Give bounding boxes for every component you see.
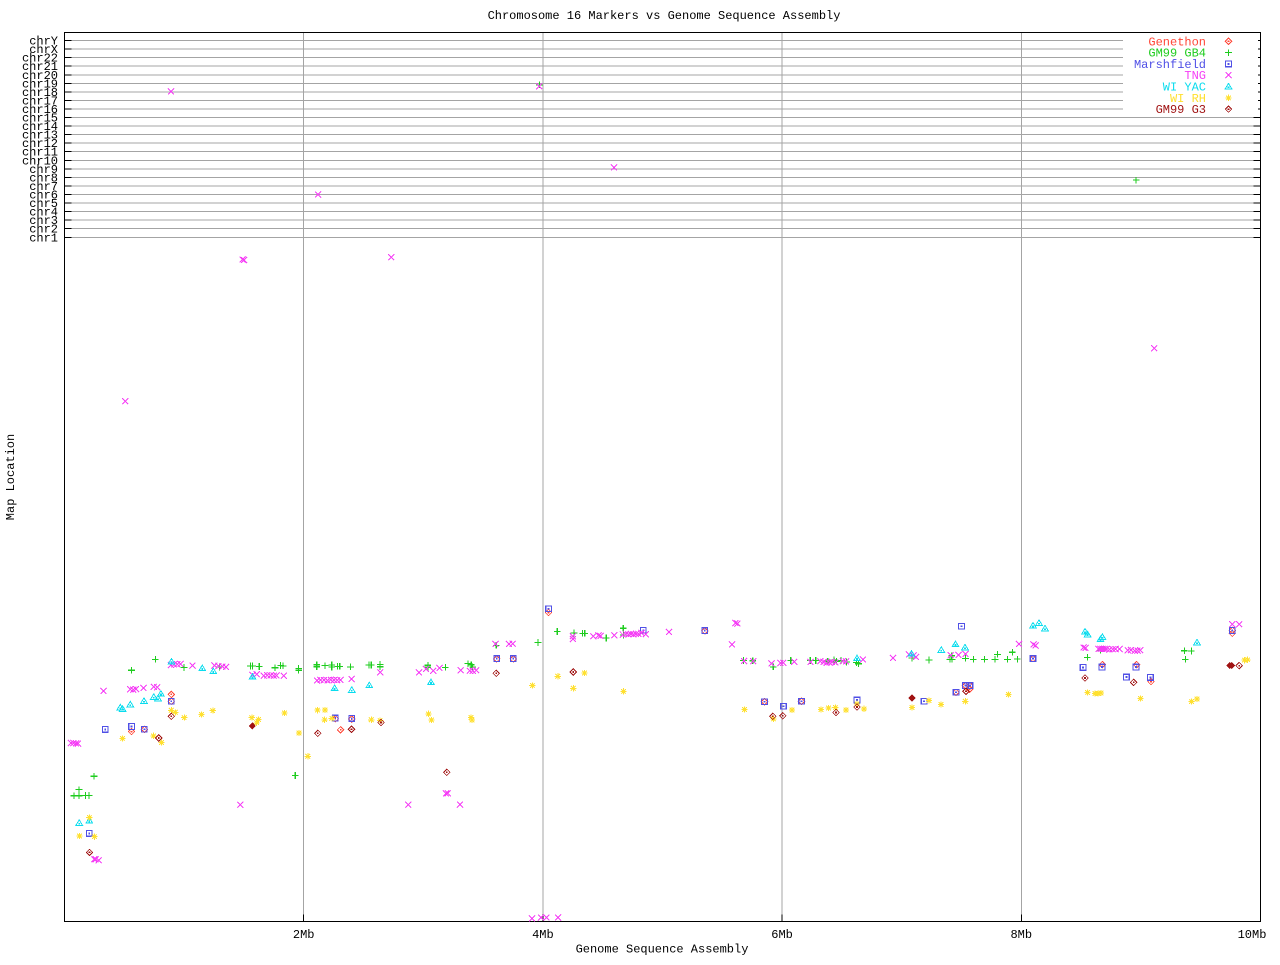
svg-text:chr2: chr2 <box>29 223 58 237</box>
svg-text:Marshfield: Marshfield <box>1134 58 1206 72</box>
svg-text:chr16: chr16 <box>22 103 58 117</box>
svg-text:chrX: chrX <box>29 43 58 57</box>
svg-text:chr7: chr7 <box>29 180 58 194</box>
svg-text:chr22: chr22 <box>22 52 58 66</box>
svg-text:chr17: chr17 <box>22 94 58 108</box>
svg-text:6Mb: 6Mb <box>771 928 793 942</box>
svg-text:chr15: chr15 <box>22 112 58 126</box>
svg-text:chr13: chr13 <box>22 129 58 143</box>
svg-text:chr4: chr4 <box>29 206 58 220</box>
svg-text:Chromosome 16 Markers vs Genom: Chromosome 16 Markers vs Genome Sequence… <box>488 9 841 23</box>
svg-text:4Mb: 4Mb <box>532 928 554 942</box>
svg-text:chr12: chr12 <box>22 137 58 151</box>
svg-text:chrY: chrY <box>29 35 58 49</box>
svg-text:2Mb: 2Mb <box>293 928 315 942</box>
svg-text:TNG: TNG <box>1184 69 1206 83</box>
svg-text:chr6: chr6 <box>29 189 58 203</box>
svg-text:chr10: chr10 <box>22 154 58 168</box>
svg-text:chr1: chr1 <box>29 231 58 245</box>
svg-text:8Mb: 8Mb <box>1010 928 1032 942</box>
svg-text:chr21: chr21 <box>22 60 58 74</box>
svg-text:10Mb: 10Mb <box>1238 928 1267 942</box>
svg-text:GM99 GB4: GM99 GB4 <box>1148 47 1206 61</box>
svg-text:chr20: chr20 <box>22 69 58 83</box>
svg-text:chr18: chr18 <box>22 86 58 100</box>
svg-text:WI YAC: WI YAC <box>1163 81 1206 95</box>
svg-text:Map Location: Map Location <box>4 434 18 520</box>
svg-text:WI RH: WI RH <box>1170 92 1206 106</box>
svg-text:chr19: chr19 <box>22 77 58 91</box>
svg-text:chr8: chr8 <box>29 171 58 185</box>
svg-text:chr3: chr3 <box>29 214 58 228</box>
svg-text:GM99 G3: GM99 G3 <box>1156 103 1206 117</box>
svg-text:chr9: chr9 <box>29 163 58 177</box>
svg-text:Genethon: Genethon <box>1148 35 1206 49</box>
svg-text:chr11: chr11 <box>22 146 58 160</box>
svg-text:Genome Sequence Assembly: Genome Sequence Assembly <box>576 943 749 957</box>
svg-text:chr5: chr5 <box>29 197 58 211</box>
svg-text:chr14: chr14 <box>22 120 58 134</box>
